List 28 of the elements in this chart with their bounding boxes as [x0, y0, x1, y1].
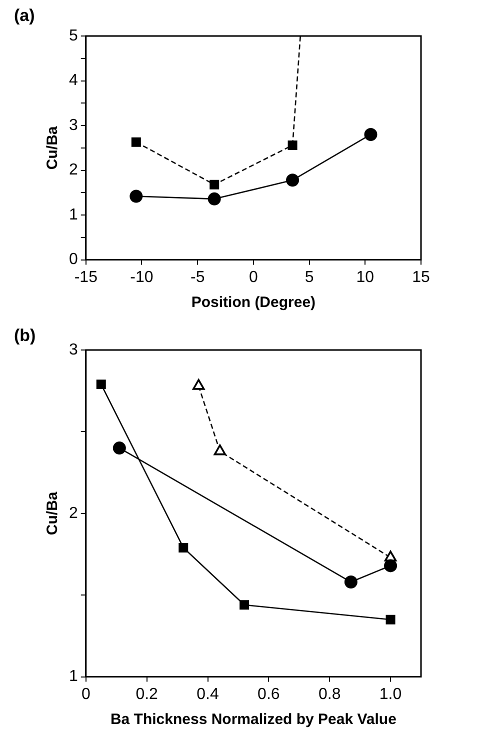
x-tick-label: 0.8 — [318, 686, 341, 703]
x-tick-label: -10 — [130, 268, 154, 286]
x-tick-label: 10 — [356, 268, 374, 286]
x-axis-title: Position (Degree) — [191, 294, 316, 312]
chart-title: (a) — [14, 6, 35, 26]
x-axis-title: Ba Thickness Normalized by Peak Value — [110, 711, 396, 728]
y-tick-label: 3 — [68, 116, 78, 134]
y-tick-label: 1 — [68, 206, 78, 224]
y-tick-label: 1 — [68, 668, 78, 686]
x-tick-label: 0.6 — [258, 686, 280, 703]
x-tick-label: 5 — [304, 268, 314, 286]
y-axis-title: Cu/Ba — [44, 126, 62, 170]
x-tick-label: -5 — [190, 268, 205, 286]
x-tick-label: 15 — [412, 268, 430, 286]
x-tick-label: 0.4 — [196, 686, 219, 703]
x-tick-label: 0 — [248, 268, 258, 286]
x-tick-label: 1.0 — [379, 686, 402, 703]
chart-title: (b) — [14, 326, 36, 346]
y-tick-label: 3 — [68, 341, 78, 358]
y-tick-label: 0 — [68, 251, 78, 268]
y-axis-title: Cu/Ba — [44, 491, 62, 536]
y-tick-label: 5 — [68, 27, 78, 44]
x-tick-label: 0.2 — [136, 686, 158, 703]
y-tick-label: 2 — [68, 504, 78, 522]
x-tick-label: 0 — [81, 686, 90, 703]
x-tick-label: -15 — [74, 268, 98, 286]
y-tick-label: 2 — [68, 162, 78, 179]
y-tick-label: 4 — [68, 72, 78, 90]
